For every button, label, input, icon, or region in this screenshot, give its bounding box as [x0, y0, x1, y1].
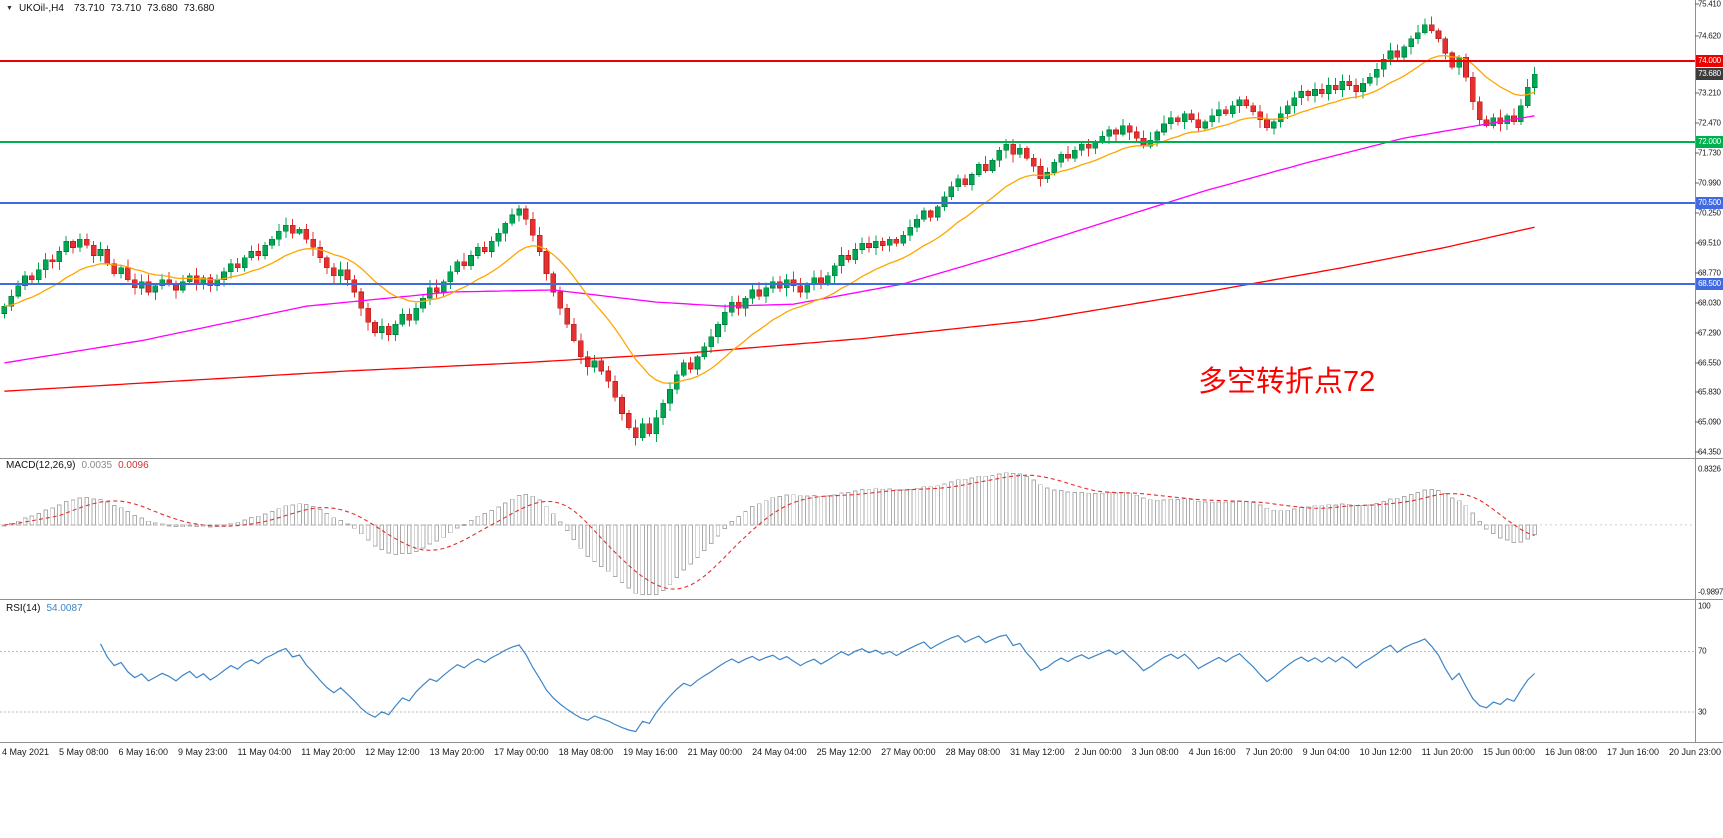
time-label: 21 May 00:00 — [687, 747, 743, 757]
candles — [1, 16, 1538, 446]
macd-signal-value: 0.0096 — [118, 460, 149, 471]
time-axis[interactable]: 4 May 2021 5 May 08:00 6 May 16:00 9 May 23… — [0, 745, 1723, 759]
macd-panel-label: MACD(12,26,9) 0.0035 0.0096 — [6, 460, 149, 471]
low-value: 73.680 — [147, 3, 178, 14]
macd-histogram — [2, 472, 1537, 596]
rsi-panel-label: RSI(14) 54.0087 — [6, 603, 83, 614]
time-label: 27 May 00:00 — [881, 747, 936, 757]
time-label: 13 May 20:00 — [429, 747, 485, 757]
symbol-timeframe-label: UKOil-,H4 — [18, 3, 64, 14]
time-label: 10 Jun 12:00 — [1359, 747, 1412, 757]
annotation-text[interactable]: 多空转折点72 — [1198, 366, 1376, 398]
rsi-indicator-label: RSI(14) — [6, 603, 41, 614]
chart-header: ▼ UKOil-,H4 73.710 73.710 73.680 73.680 — [6, 3, 214, 14]
time-label: 17 May 00:00 — [494, 747, 549, 757]
ma-medium-line — [4, 115, 1535, 364]
rsi-value: 54.0087 — [46, 603, 83, 614]
time-label: 19 May 16:00 — [623, 747, 678, 757]
time-label: 6 May 16:00 — [118, 747, 168, 757]
ma-fast-line — [4, 54, 1535, 385]
time-label: 12 May 12:00 — [365, 747, 420, 757]
time-label: 5 May 08:00 — [58, 747, 109, 757]
time-label: 15 Jun 00:00 — [1482, 747, 1535, 757]
time-label: 9 May 23:00 — [177, 747, 228, 757]
time-label: 2 Jun 00:00 — [1074, 747, 1122, 757]
time-label: 24 May 04:00 — [752, 747, 807, 757]
macd-indicator-label: MACD(12,26,9) — [6, 460, 76, 471]
time-label: 31 May 12:00 — [1010, 747, 1065, 757]
macd-main-value: 0.0035 — [81, 460, 113, 471]
time-label: 11 May 20:00 — [301, 747, 356, 757]
open-value: 73.710 — [73, 3, 105, 14]
close-value: 73.680 — [183, 3, 215, 14]
dropdown-arrow-icon[interactable]: ▼ — [6, 4, 13, 12]
time-label: 25 May 12:00 — [816, 747, 872, 757]
time-label: 7 Jun 20:00 — [1245, 747, 1293, 757]
time-label: 16 Jun 08:00 — [1544, 747, 1597, 757]
time-label: 4 May 2021 — [2, 747, 50, 757]
time-label: 9 Jun 04:00 — [1302, 747, 1350, 757]
time-label: 4 Jun 16:00 — [1188, 747, 1236, 757]
macd-signal-line — [4, 474, 1535, 590]
ma-slow-line — [4, 226, 1535, 392]
level-lines — [0, 60, 1695, 285]
time-label: 11 May 04:00 — [237, 747, 292, 757]
time-label: 17 Jun 16:00 — [1606, 747, 1659, 757]
time-label: 18 May 08:00 — [558, 747, 614, 757]
high-value: 73.710 — [110, 3, 142, 14]
time-label: 28 May 08:00 — [945, 747, 1001, 757]
time-label: 20 Jun 23:00 — [1668, 747, 1721, 757]
moving-averages — [4, 54, 1535, 392]
panel-separators — [0, 0, 1723, 743]
rsi-line — [99, 634, 1536, 733]
rsi-level-lines — [0, 650, 1695, 713]
time-label: 11 Jun 20:00 — [1421, 747, 1473, 757]
axis-tick-marks — [1695, 3, 1699, 453]
time-label: 3 Jun 08:00 — [1131, 747, 1179, 757]
